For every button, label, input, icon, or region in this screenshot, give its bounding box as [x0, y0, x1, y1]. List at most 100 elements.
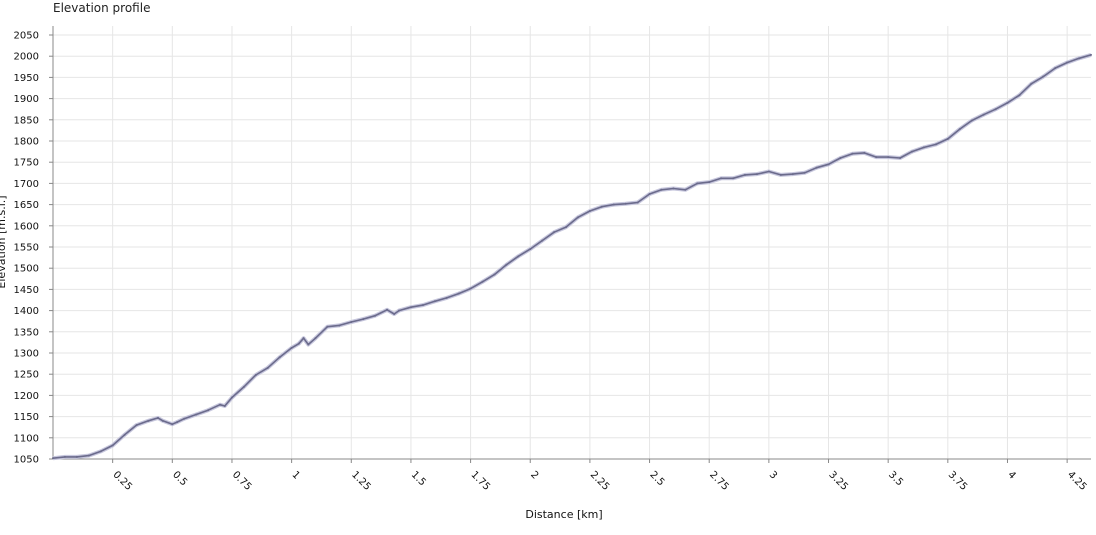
elevation-point-91 — [1066, 61, 1069, 64]
x-tick-label-6: 1.75 — [468, 469, 492, 493]
elevation-point-43 — [493, 273, 496, 276]
elevation-point-56 — [648, 193, 651, 195]
x-tick-label-14: 3.75 — [946, 469, 970, 493]
elevation-point-23 — [290, 346, 293, 349]
y-tick-label-11: 1600 — [14, 221, 39, 232]
y-tick-label-1: 1100 — [14, 433, 39, 444]
elevation-point-85 — [994, 108, 997, 111]
elevation-point-13 — [183, 417, 186, 420]
y-tick-label-5: 1300 — [14, 349, 39, 360]
elevation-point-28 — [326, 325, 329, 328]
elevation-point-52 — [600, 205, 603, 208]
elevation-point-80 — [934, 143, 937, 146]
y-tick-label-8: 1450 — [14, 285, 39, 296]
x-tick-label-11: 3 — [767, 469, 779, 481]
elevation-point-26 — [307, 343, 310, 346]
x-tick-label-9: 2.5 — [647, 469, 666, 488]
elevation-point-88 — [1030, 82, 1033, 85]
elevation-point-20 — [254, 374, 257, 377]
elevation-point-47 — [541, 239, 544, 242]
elevation-point-90 — [1054, 67, 1057, 70]
elevation-point-65 — [755, 173, 758, 176]
elevation-point-33 — [386, 308, 389, 311]
elevation-point-49 — [565, 226, 568, 229]
elevation-point-92 — [1078, 57, 1081, 60]
elevation-point-8 — [147, 419, 150, 422]
y-tick-label-16: 1850 — [14, 115, 39, 126]
elevation-point-48 — [553, 231, 556, 234]
y-tick-label-4: 1250 — [14, 370, 39, 381]
elevation-point-46 — [529, 248, 532, 251]
y-tick-label-15: 1800 — [14, 137, 39, 148]
elevation-point-10 — [161, 419, 164, 422]
elevation-point-63 — [732, 177, 735, 180]
elevation-point-41 — [469, 287, 472, 290]
elevation-point-62 — [720, 177, 723, 180]
elevation-point-71 — [827, 163, 830, 166]
y-tick-label-14: 1750 — [14, 158, 39, 169]
y-tick-label-6: 1350 — [14, 327, 39, 338]
y-tick-label-20: 2050 — [14, 31, 39, 42]
y-tick-label-9: 1500 — [14, 264, 39, 275]
x-axis-ticks: 0.25 0.5 0.75 1 1.25 1.5 1.75 2 2.25 2.5 2.75 3 3.25… — [111, 459, 1089, 493]
y-tick-label-19: 2000 — [14, 52, 39, 63]
elevation-point-14 — [195, 413, 198, 416]
elevation-point-89 — [1042, 75, 1045, 78]
plot-area — [53, 26, 1091, 459]
elevation-point-34 — [393, 312, 396, 315]
elevation-point-75 — [875, 156, 878, 159]
y-tick-label-17: 1900 — [14, 94, 39, 105]
elevation-point-39 — [445, 296, 448, 299]
y-tick-label-0: 1050 — [14, 455, 39, 466]
grid-horizontal — [53, 34, 1091, 460]
elevation-point-60 — [696, 182, 699, 185]
elevation-point-29 — [338, 324, 341, 327]
elevation-point-15 — [207, 409, 210, 412]
elevation-point-58 — [672, 187, 675, 190]
x-tick-label-13: 3.5 — [886, 469, 905, 488]
y-tick-label-10: 1550 — [14, 243, 39, 254]
elevation-point-6 — [123, 433, 126, 436]
elevation-point-78 — [911, 150, 914, 153]
elevation-point-9 — [156, 416, 159, 419]
elevation-point-67 — [779, 173, 782, 176]
elevation-point-35 — [398, 309, 400, 312]
elevation-point-21 — [266, 366, 269, 369]
elevation-point-44 — [505, 263, 508, 266]
elevation-point-7 — [135, 424, 138, 427]
x-tick-label-4: 1.25 — [349, 469, 373, 493]
y-tick-label-2: 1150 — [14, 412, 39, 423]
x-tick-label-8: 2.25 — [588, 469, 612, 493]
elevation-point-69 — [803, 171, 806, 174]
elevation-point-30 — [350, 321, 353, 324]
elevation-point-64 — [744, 173, 746, 176]
elevation-point-3 — [87, 454, 90, 457]
elevation-point-86 — [1006, 101, 1009, 104]
x-axis-title: Distance [km] — [525, 508, 602, 521]
elevation-point-87 — [1018, 94, 1021, 97]
y-tick-label-18: 1950 — [14, 73, 39, 84]
elevation-point-55 — [636, 201, 639, 204]
elevation-point-11 — [171, 423, 174, 426]
elevation-point-57 — [660, 188, 663, 191]
y-tick-label-12: 1650 — [14, 200, 39, 211]
elevation-point-66 — [767, 170, 770, 173]
x-tick-label-3: 1 — [289, 469, 301, 481]
x-tick-label-16: 4.25 — [1065, 469, 1089, 493]
elevation-point-31 — [362, 318, 365, 321]
elevation-point-50 — [576, 216, 579, 219]
elevation-point-40 — [457, 292, 460, 295]
y-axis-ticks: 1050 1100 1150 1200 1250 1300 1350 1400 1450 1500… — [14, 31, 53, 466]
x-tick-label-2: 0.75 — [230, 469, 254, 493]
elevation-point-24 — [297, 342, 300, 345]
elevation-point-70 — [815, 166, 818, 169]
elevation-points — [52, 53, 1092, 460]
elevation-point-53 — [612, 203, 615, 206]
elevation-point-27 — [314, 337, 317, 340]
elevation-point-51 — [588, 209, 591, 212]
elevation-point-32 — [374, 314, 377, 317]
elevation-point-0 — [52, 457, 54, 460]
elevation-point-72 — [839, 156, 842, 159]
elevation-point-17 — [223, 405, 226, 407]
elevation-point-2 — [75, 455, 78, 458]
